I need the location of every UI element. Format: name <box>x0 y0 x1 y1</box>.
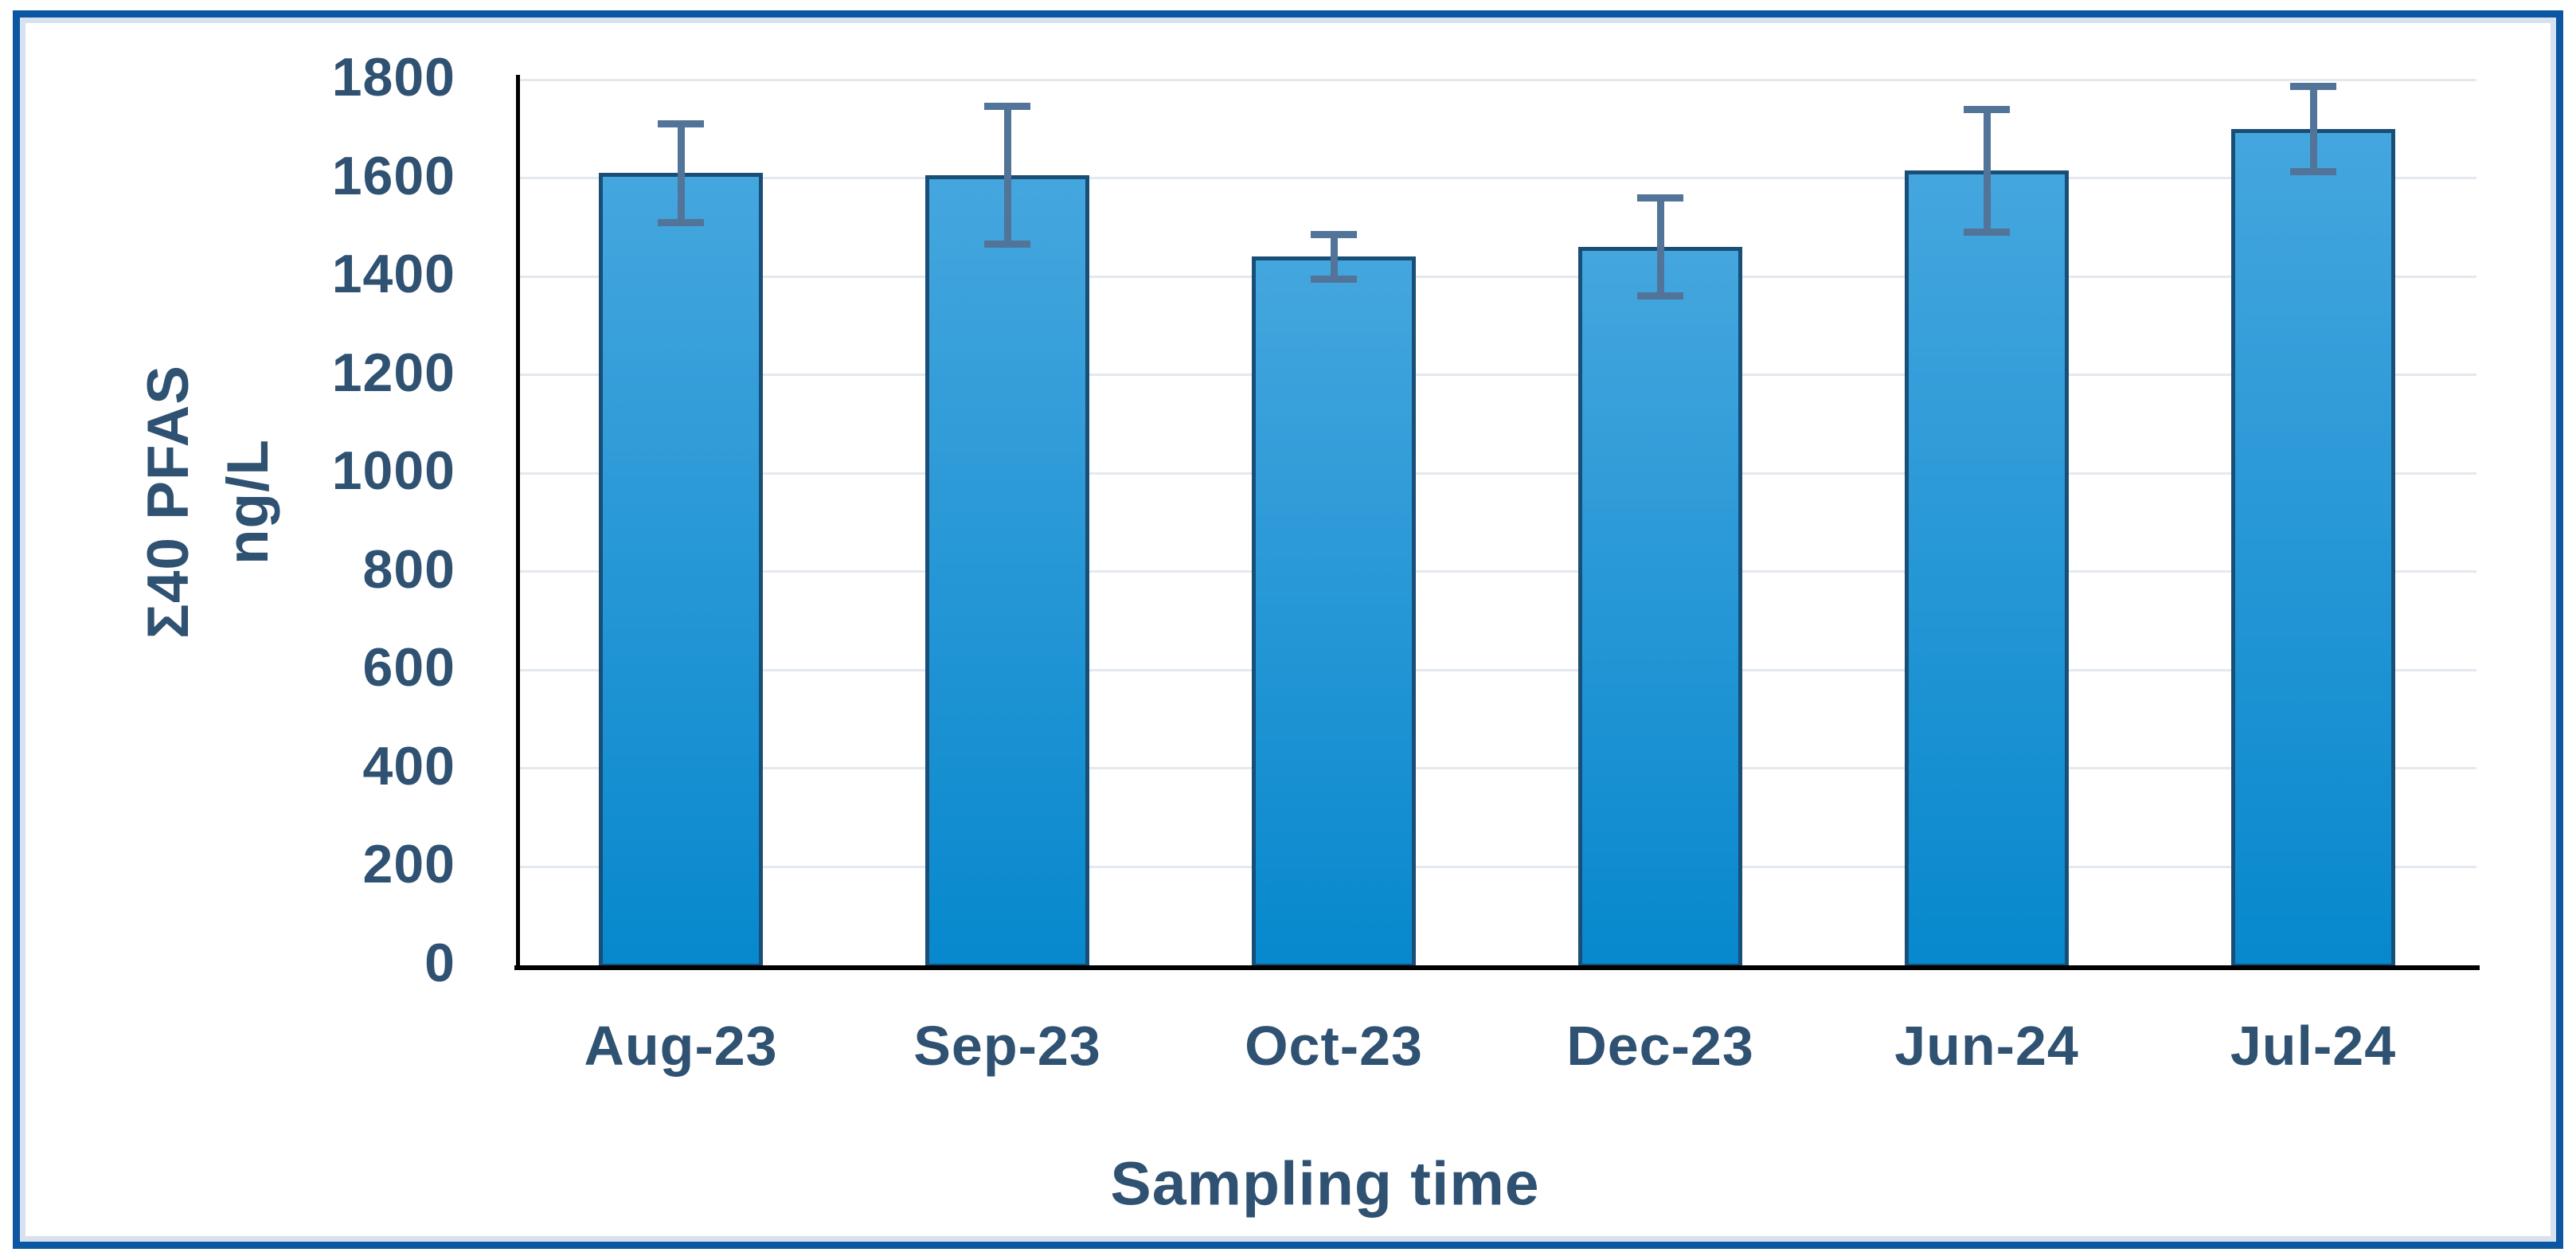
y-axis-line <box>516 75 520 970</box>
error-bar-bottom-cap <box>1637 292 1683 300</box>
bar <box>1252 256 1416 968</box>
error-bar-bottom-cap <box>2290 168 2336 176</box>
bar <box>2231 128 2395 968</box>
error-bar <box>1656 198 1664 296</box>
gridline <box>518 472 2476 475</box>
x-category-label: Jul-24 <box>2230 1015 2397 1077</box>
error-bar-top-cap <box>1311 231 1357 239</box>
error-bar <box>1983 109 1991 233</box>
y-tick-label: 400 <box>362 735 455 796</box>
y-tick-label: 1600 <box>331 145 455 206</box>
y-tick-label: 1200 <box>331 342 455 403</box>
gridline <box>518 570 2476 573</box>
gridline <box>518 177 2476 180</box>
y-tick-label: 1400 <box>331 243 455 304</box>
error-bar <box>2309 86 2317 172</box>
chart-frame-border <box>13 10 2563 1249</box>
bar <box>925 175 1089 968</box>
error-bar-bottom-cap <box>1964 229 2010 236</box>
error-bar-bottom-cap <box>984 241 1030 248</box>
error-bar <box>1330 234 1338 280</box>
error-bar-top-cap <box>2290 82 2336 90</box>
gridline <box>518 275 2476 278</box>
y-tick-label: 600 <box>362 637 455 698</box>
error-bar-bottom-cap <box>1311 275 1357 283</box>
error-bar <box>677 123 685 223</box>
y-tick-label: 200 <box>362 834 455 895</box>
x-category-label: Jun-24 <box>1894 1015 2079 1077</box>
bar <box>599 173 763 968</box>
y-tick-label: 1800 <box>331 46 455 108</box>
x-category-label: Dec-23 <box>1566 1015 1754 1077</box>
gridline <box>518 767 2476 770</box>
y-tick-label: 0 <box>424 932 455 993</box>
error-bar <box>1003 106 1011 245</box>
error-bar-bottom-cap <box>658 218 704 226</box>
bar <box>1578 247 1742 968</box>
gridline <box>518 78 2476 81</box>
y-tick-label: 1000 <box>331 440 455 502</box>
gridline <box>518 374 2476 377</box>
x-category-label: Oct-23 <box>1245 1015 1423 1077</box>
bar <box>1905 170 2069 968</box>
x-axis-title: Sampling time <box>1110 1149 1540 1219</box>
x-category-label: Sep-23 <box>913 1015 1101 1077</box>
gridline <box>518 865 2476 868</box>
error-bar-top-cap <box>984 103 1030 111</box>
error-bar-top-cap <box>1964 105 2010 113</box>
y-tick-label: 800 <box>362 538 455 600</box>
error-bar-top-cap <box>1637 194 1683 202</box>
gridline <box>518 668 2476 671</box>
x-axis-line <box>514 965 2480 970</box>
x-category-label: Aug-23 <box>584 1015 778 1077</box>
error-bar-top-cap <box>658 120 704 128</box>
